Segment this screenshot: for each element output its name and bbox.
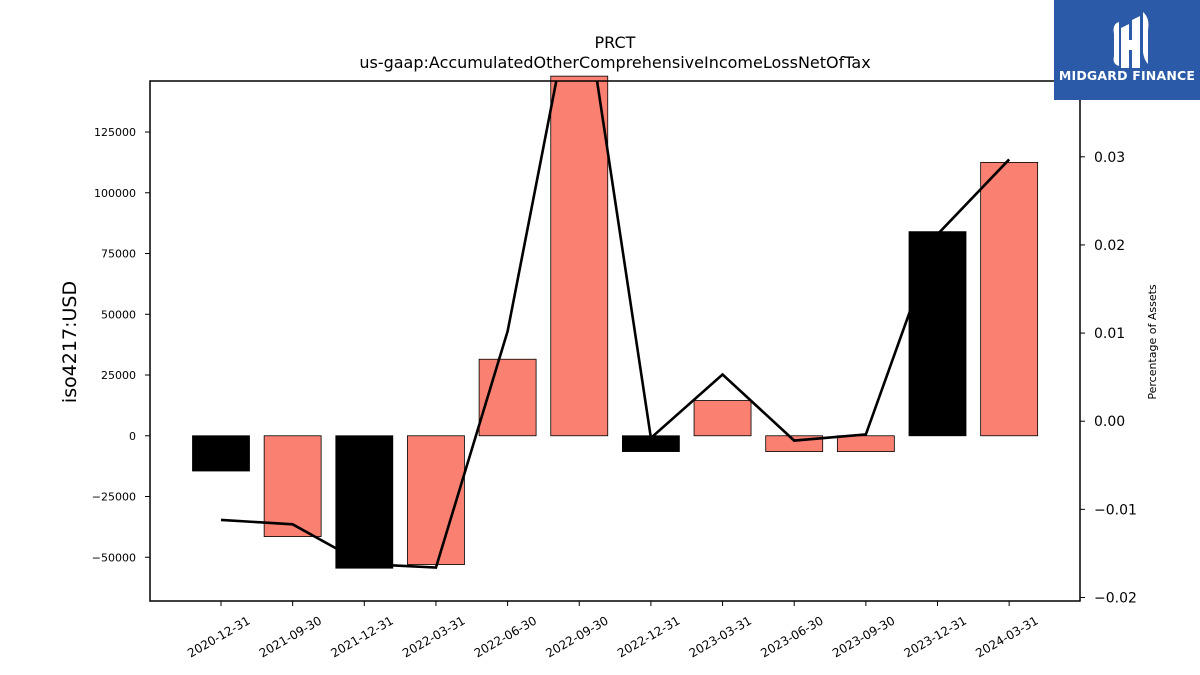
- bar-2023-03-31: [693, 400, 752, 437]
- y-tick-label: −50000: [92, 551, 136, 564]
- x-tick-label: 2023-12-31: [902, 613, 969, 660]
- y-tick-label: 25000: [101, 369, 136, 382]
- x-tick-label: 2023-03-31: [687, 613, 754, 660]
- bar-2024-03-31: [980, 162, 1039, 437]
- bar-2021-12-31: [335, 435, 394, 569]
- bar-2023-12-31: [908, 231, 967, 437]
- chart-subtitle: us-gaap:AccumulatedOtherComprehensiveInc…: [359, 53, 870, 72]
- bar-2022-03-31: [407, 435, 465, 565]
- y-axis-label: iso4217:USD: [59, 281, 81, 403]
- y-tick-label: −25000: [92, 491, 136, 504]
- y2-axis: −0.02 −0.01 0.00 0.01 0.02 0.03: [1080, 150, 1137, 606]
- x-tick-label: 2022-09-30: [543, 613, 610, 660]
- x-tick-label: 2024-03-31: [973, 613, 1040, 660]
- x-tick-label: 2022-03-31: [400, 613, 467, 660]
- x-tick-label: 2023-06-30: [758, 613, 825, 660]
- bar-2021-09-30: [263, 435, 322, 538]
- line-layer: [220, 81, 1011, 569]
- bar-2022-09-30: [550, 75, 609, 437]
- y2-tick-label: 0.03: [1094, 150, 1125, 166]
- logo-mark-icon: [1113, 12, 1149, 68]
- plot-frame: [149, 80, 1081, 602]
- x-tick-label: 2020-12-31: [185, 613, 252, 660]
- y2-tick-label: −0.02: [1094, 590, 1137, 606]
- x-tick-label: 2021-09-30: [257, 613, 324, 660]
- line-percentage-of-assets: [220, 81, 1011, 569]
- midgard-finance-logo: MIDGARD FINANCE: [1054, 0, 1200, 100]
- y-axis: −50000 −25000 0 25000 50000 75000 100000 125000: [92, 126, 150, 564]
- bar-2020-12-31: [192, 435, 250, 472]
- bars-layer: [192, 75, 1039, 569]
- x-tick-label: 2022-06-30: [472, 613, 539, 660]
- y-tick-label: 50000: [101, 308, 136, 321]
- x-tick-label: 2021-12-31: [328, 613, 395, 660]
- y-tick-label: 100000: [94, 187, 136, 200]
- y2-tick-label: 0.01: [1094, 326, 1125, 342]
- logo-text: MIDGARD FINANCE: [1058, 68, 1196, 83]
- y-tick-label: 125000: [94, 126, 136, 139]
- chart-title: PRCT: [595, 33, 636, 52]
- y2-axis-label: Percentage of Assets: [1146, 284, 1159, 400]
- y2-tick-label: 0.00: [1094, 414, 1125, 430]
- y2-tick-label: −0.01: [1094, 502, 1137, 518]
- y-tick-label: 75000: [101, 248, 136, 261]
- x-tick-label: 2023-09-30: [830, 613, 897, 660]
- bar-2023-09-30: [836, 435, 895, 452]
- y-tick-label: 0: [129, 430, 136, 443]
- y2-tick-label: 0.02: [1094, 238, 1125, 254]
- x-tick-label: 2022-12-31: [615, 613, 682, 660]
- x-axis: 2020-12-31 2021-09-30 2021-12-31 2022-03-31…: [185, 601, 1041, 660]
